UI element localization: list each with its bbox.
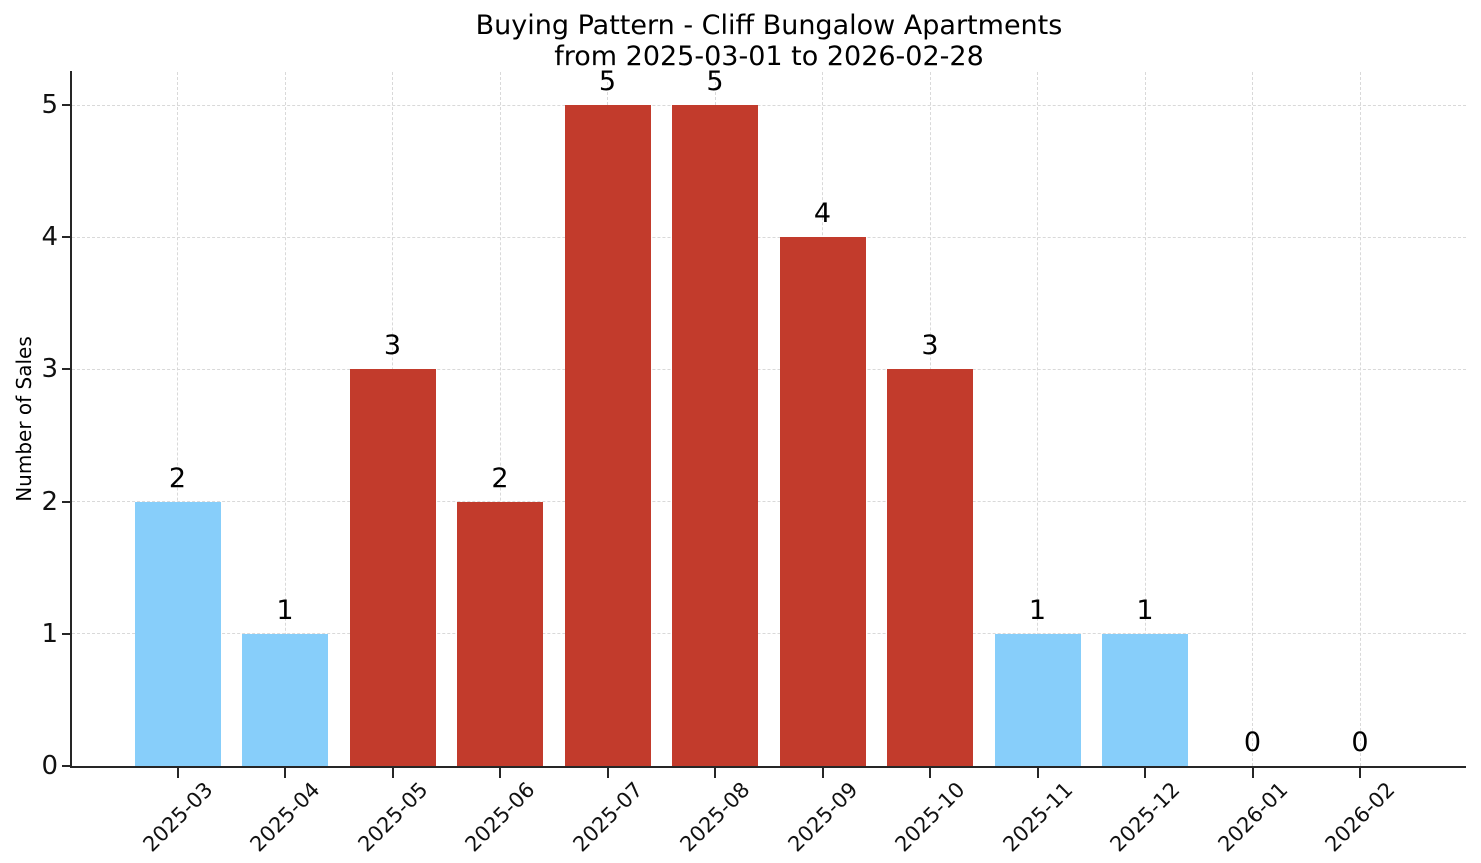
vertical-gridline	[499, 72, 501, 766]
vertical-gridline	[1359, 72, 1361, 766]
bar-value-label-2025-11: 1	[1028, 594, 1047, 626]
bar-2025-08	[672, 105, 758, 766]
x-tickmark	[714, 768, 716, 778]
x-tickmark	[284, 768, 286, 778]
bar-value-label-2025-09: 4	[813, 198, 832, 230]
vertical-gridline	[177, 72, 178, 766]
x-tick-label-2025-05: 2025-05	[352, 777, 433, 857]
y-tick-label: 2	[41, 486, 58, 517]
bar-value-label-2025-12: 1	[1136, 594, 1154, 626]
x-tick-label-2025-11: 2025-11	[997, 777, 1078, 857]
x-tick-label-2025-06: 2025-06	[460, 777, 540, 857]
x-tick-label-2025-03: 2025-03	[137, 777, 218, 857]
chart-title: Buying Pattern - Cliff Bungalow Apartmen…	[72, 10, 1466, 72]
horizontal-gridline	[72, 501, 1466, 503]
bar-2025-11	[994, 633, 1081, 766]
x-tick-label-2025-07: 2025-07	[567, 777, 648, 857]
bar-2025-06	[457, 501, 543, 766]
x-axis-spine	[70, 766, 1466, 768]
y-tickmark	[62, 765, 72, 767]
x-tick-label-2025-10: 2025-10	[890, 777, 970, 857]
y-tickmark	[62, 236, 72, 239]
x-tick-label-2026-02: 2026-02	[1320, 777, 1400, 857]
bar-2025-03	[134, 501, 221, 766]
bar-2025-07	[564, 105, 651, 766]
y-tickmark	[62, 368, 72, 371]
bar-2025-10	[887, 369, 973, 766]
bar-value-label-2025-04: 1	[276, 594, 294, 626]
y-tickmark	[62, 104, 72, 107]
x-tickmark	[929, 768, 931, 778]
horizontal-gridline	[72, 633, 1466, 635]
x-tickmark	[391, 768, 394, 778]
y-tick-label: 5	[41, 90, 58, 121]
bar-value-label-2025-05: 3	[383, 330, 402, 362]
y-tick-label: 4	[41, 222, 58, 253]
y-tickmark	[62, 500, 72, 503]
x-tick-label-2025-08: 2025-08	[675, 777, 755, 857]
bar-value-label-2025-06: 2	[491, 462, 509, 494]
bar-value-label-2025-03: 2	[168, 462, 187, 494]
bar-value-label-2025-08: 5	[706, 66, 724, 98]
bar-value-label-2025-07: 5	[598, 66, 617, 98]
vertical-gridline	[1252, 72, 1253, 766]
x-tick-label-2026-01: 2026-01	[1212, 777, 1293, 857]
bar-2025-04	[242, 633, 328, 766]
x-tickmark	[1251, 768, 1254, 778]
y-tick-label: 1	[41, 618, 58, 649]
x-tickmark	[1359, 768, 1361, 778]
vertical-gridline	[1037, 72, 1038, 766]
x-tickmark	[606, 768, 609, 778]
bar-value-label-2026-02: 0	[1351, 727, 1369, 758]
x-tick-label-2025-04: 2025-04	[245, 777, 325, 857]
x-tickmark	[176, 768, 179, 778]
horizontal-gridline	[72, 104, 1466, 106]
x-tickmark	[821, 768, 824, 778]
y-tick-label: 0	[41, 751, 58, 781]
horizontal-gridline	[72, 368, 1466, 370]
y-tickmark	[62, 632, 72, 635]
bar-value-label-2025-10: 3	[921, 330, 939, 362]
bar-2025-12	[1102, 633, 1188, 766]
x-tickmark	[1036, 768, 1039, 778]
vertical-gridline	[1144, 72, 1146, 766]
bar-2025-09	[779, 237, 866, 766]
x-tickmark	[1144, 768, 1146, 778]
vertical-gridline	[284, 72, 286, 766]
x-tick-label-2025-12: 2025-12	[1105, 777, 1185, 857]
x-tickmark	[499, 768, 501, 778]
chart-title-line1: Buying Pattern - Cliff Bungalow Apartmen…	[475, 10, 1063, 41]
bar-value-label-2026-01: 0	[1243, 727, 1262, 758]
chart-title-line2: from 2025-03-01 to 2026-02-28	[554, 41, 984, 72]
horizontal-gridline	[72, 236, 1466, 238]
bar-2025-05	[349, 369, 436, 766]
y-axis-spine	[70, 71, 72, 768]
y-tick-label: 3	[41, 354, 58, 385]
x-tick-label-2025-09: 2025-09	[782, 777, 863, 857]
